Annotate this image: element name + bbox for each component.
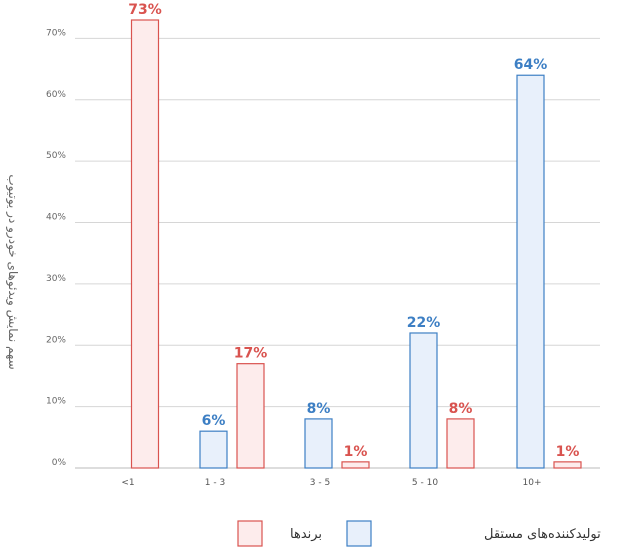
bar [553, 461, 582, 469]
legend-swatch [346, 520, 372, 547]
bar [409, 332, 438, 469]
y-axis-ticks: 0% 10% 20% 30% 40% 50% 60% 70% [46, 28, 66, 468]
y-tick-label: 10% [46, 397, 66, 407]
bar [236, 363, 265, 469]
y-axis-title: سهم نمایش ویدئوهای خودرو در یوتیوب [5, 174, 20, 369]
bar [199, 430, 228, 469]
x-axis-categories: <1 1 - 3 3 - 5 5 - 10 10+ [121, 478, 541, 488]
legend-label: برندها [290, 527, 322, 542]
data-labels: 73% 6% 17% 8% 1% 22% 8% 64% 1% [128, 2, 579, 460]
category-label: 10+ [523, 478, 542, 488]
category-label: 5 - 10 [412, 478, 438, 488]
data-label: 1% [344, 444, 368, 460]
y-tick-label: 20% [46, 335, 66, 345]
legend-label: تولیدکننده‌های مستقل [484, 527, 601, 542]
data-label: 6% [202, 413, 226, 429]
bar [130, 19, 160, 469]
legend-swatch [237, 520, 263, 547]
y-tick-label: 40% [46, 213, 66, 223]
category-label: <1 [121, 478, 134, 488]
bar [341, 461, 370, 469]
y-tick-label: 30% [46, 274, 66, 284]
legend: برندها تولیدکننده‌های مستقل [237, 520, 601, 547]
category-label: 1 - 3 [205, 478, 225, 488]
data-label: 8% [449, 401, 473, 417]
y-tick-label: 0% [52, 458, 67, 468]
category-label: 3 - 5 [310, 478, 330, 488]
y-tick-label: 70% [46, 28, 66, 38]
bar [516, 74, 545, 469]
y-tick-label: 50% [46, 151, 66, 161]
y-tick-label: 60% [46, 90, 66, 100]
data-label: 8% [307, 401, 331, 417]
bar [304, 418, 333, 469]
data-label: 17% [234, 346, 268, 362]
bars [130, 19, 582, 469]
gridlines [75, 37, 600, 469]
data-label: 22% [407, 315, 441, 331]
bar [446, 418, 475, 469]
data-label: 73% [128, 2, 162, 18]
data-label: 1% [556, 444, 580, 460]
data-label: 64% [514, 57, 548, 73]
